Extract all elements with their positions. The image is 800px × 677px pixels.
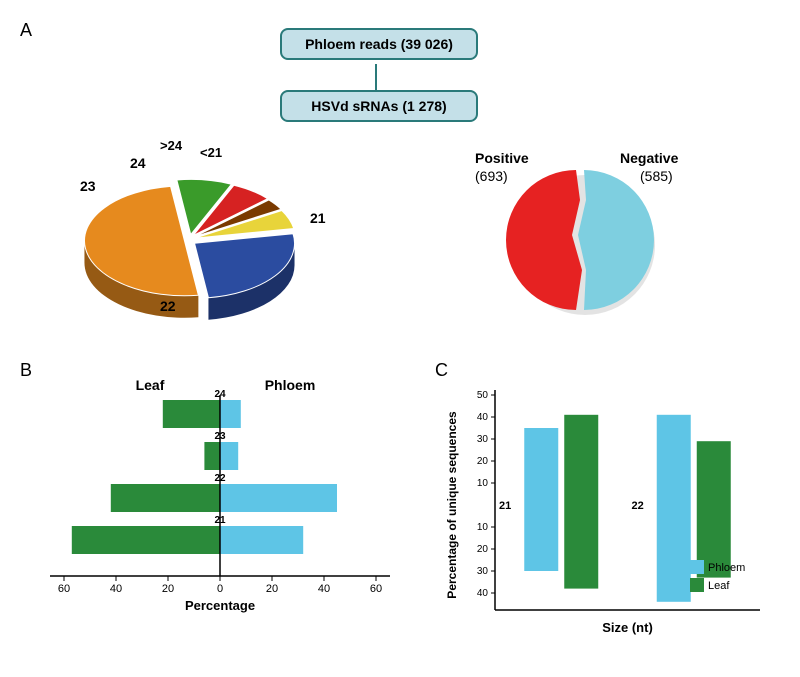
svg-text:40: 40 xyxy=(477,412,489,423)
svg-text:Size (nt): Size (nt) xyxy=(602,620,653,635)
svg-text:Percentage: Percentage xyxy=(185,598,255,613)
positive-label: Positive xyxy=(475,150,529,166)
svg-text:21: 21 xyxy=(499,500,511,512)
svg-text:50: 50 xyxy=(477,390,489,401)
svg-text:20: 20 xyxy=(477,456,489,467)
svg-text:60: 60 xyxy=(58,583,70,595)
negative-label: Negative xyxy=(620,150,678,166)
svg-text:20: 20 xyxy=(477,544,489,555)
svg-text:30: 30 xyxy=(477,566,489,577)
panel-a-label: A xyxy=(20,20,32,41)
slice-label-gt24: >24 xyxy=(160,138,182,153)
slice-label-21: 21 xyxy=(310,210,326,226)
svg-text:60: 60 xyxy=(370,583,382,595)
svg-text:10: 10 xyxy=(477,522,489,533)
figure-container: A Phloem reads (39 026) HSVd sRNAs (1 27… xyxy=(20,20,780,657)
slice-label-24: 24 xyxy=(130,155,146,171)
svg-text:40: 40 xyxy=(318,583,330,595)
svg-text:20: 20 xyxy=(162,583,174,595)
svg-text:40: 40 xyxy=(110,583,122,595)
svg-text:30: 30 xyxy=(477,434,489,445)
svg-text:10: 10 xyxy=(477,478,489,489)
svg-text:20: 20 xyxy=(266,583,278,595)
grouped-bar-chart: 10 20 30 40 50 10 20 30 40 Percentage of unique s… xyxy=(440,370,780,650)
svg-text:0: 0 xyxy=(217,583,223,595)
slice-label-23: 23 xyxy=(80,178,96,194)
svg-text:40: 40 xyxy=(477,588,489,599)
flow-box-2: HSVd sRNAs (1 278) xyxy=(280,90,478,122)
flow-box-1: Phloem reads (39 026) xyxy=(280,28,478,60)
svg-text:Percentage of unique sequences: Percentage of unique sequences xyxy=(445,411,459,599)
diverging-bar-chart: LeafPhloem242322216040200204060Percentag… xyxy=(30,370,410,650)
svg-text:22: 22 xyxy=(632,500,644,512)
slice-label-22: 22 xyxy=(160,298,176,314)
svg-text:Leaf: Leaf xyxy=(136,377,165,393)
flow-connector xyxy=(375,64,377,90)
svg-text:Phloem: Phloem xyxy=(708,562,745,574)
negative-count: (585) xyxy=(640,168,673,184)
positive-count: (693) xyxy=(475,168,508,184)
svg-text:Leaf: Leaf xyxy=(708,580,730,592)
svg-text:Phloem: Phloem xyxy=(265,377,316,393)
pie-3d-chart xyxy=(60,130,320,320)
slice-label-lt21: <21 xyxy=(200,145,222,160)
